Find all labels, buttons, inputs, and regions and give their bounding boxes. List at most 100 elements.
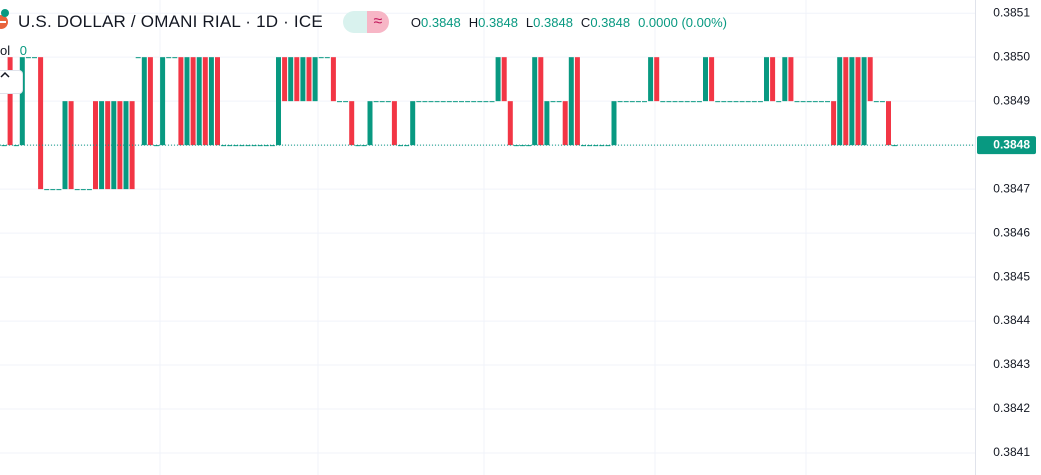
legend-header: U.S. DOLLAR / OMANI RIAL · 1D · ICE ≈ O0… [0,8,727,36]
y-tick-label: 0.3845 [993,269,1030,283]
candle [117,101,123,190]
candle [62,101,68,190]
candle [660,101,666,103]
candle [703,57,708,102]
candle [568,57,574,146]
candle [751,101,757,103]
candle [13,145,19,147]
candle [233,145,239,147]
candle [757,101,763,103]
candle [886,101,891,146]
candle [276,57,281,146]
candle [373,101,379,103]
candle [422,101,428,103]
candle [788,57,794,102]
candle [532,57,538,146]
candle [812,101,818,103]
candle [172,57,178,59]
candle [74,189,80,191]
candle [178,57,184,146]
candle [648,57,654,102]
candle [709,57,715,102]
candle [141,57,147,146]
candle [574,57,580,146]
candle [446,101,452,103]
candle [465,101,471,103]
candle [544,101,550,146]
candle [99,101,105,190]
candle [538,57,544,146]
candle [404,145,410,147]
candle [617,101,623,103]
candle [306,57,312,102]
candle [873,101,879,103]
candle [495,57,501,102]
candle [160,57,166,146]
candle [135,57,141,59]
candle [184,57,190,146]
ohlc-item: O0.3848 [411,15,461,30]
last-price-label: 0.3848 [993,137,1030,151]
candle [507,101,513,146]
candle [166,57,172,59]
candle [80,189,86,191]
candle [642,101,647,103]
candle [416,101,422,103]
ohlc-values: O0.3848 H0.3848 L0.3848 C0.3848 0.0000 (0.00… [411,15,727,30]
candle [105,101,111,190]
candle [745,101,751,103]
y-tick-label: 0.3841 [993,445,1030,459]
candle [44,189,50,191]
collapse-button[interactable] [0,70,23,94]
y-tick-label: 0.3850 [993,49,1030,63]
candle [733,101,739,103]
candle [349,101,355,146]
candle [324,57,330,59]
y-tick-label: 0.3846 [993,225,1030,239]
ohlc-item: L0.3848 [526,15,573,30]
candle [623,101,629,103]
candle [196,57,202,146]
candle [239,145,245,147]
y-tick-label: 0.3843 [993,357,1030,371]
candle [471,101,477,103]
candle [147,57,153,146]
candle [202,57,208,146]
status-dot [1,9,9,17]
candle [410,101,416,146]
candle [367,101,373,146]
candle [257,145,263,147]
candle [215,57,220,146]
ohlc-value: 0.3848 [421,14,461,30]
candles [1,57,898,191]
candle [38,57,44,190]
market-status-button[interactable] [1,9,367,33]
candle [556,101,562,103]
candle [794,101,800,103]
data-delay-button[interactable]: ≈ [366,11,389,33]
candle [837,57,843,146]
candle [343,101,349,103]
candle [190,57,196,146]
candle [715,101,721,103]
candle [599,145,605,147]
candle [611,101,617,146]
candle [32,57,37,59]
candle [459,101,464,103]
candle [861,57,867,146]
candle [288,57,294,102]
candle [867,57,873,102]
candle [843,57,849,146]
candle [727,101,733,103]
candle [282,57,288,102]
candle [93,101,98,190]
candle [776,101,782,103]
candle [782,57,788,102]
ohlc-label: C [580,14,591,30]
candle [428,101,434,103]
last-price-box [977,136,1036,155]
candle [398,145,403,147]
candle [581,145,586,147]
